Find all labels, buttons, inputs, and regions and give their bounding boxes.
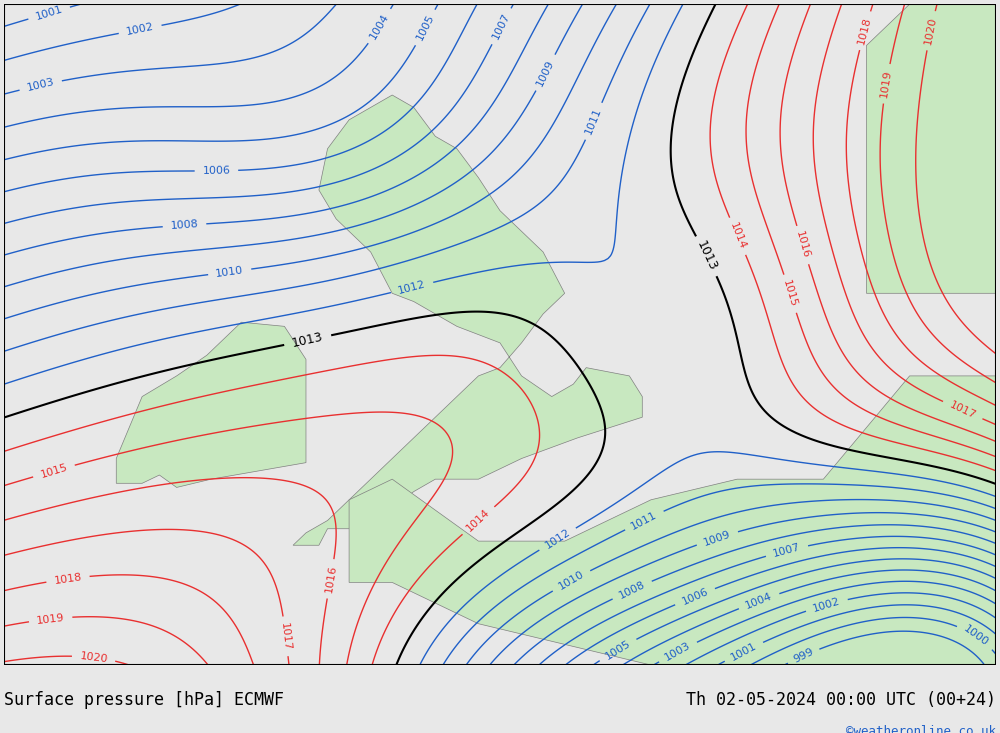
Text: Surface pressure [hPa] ECMWF: Surface pressure [hPa] ECMWF xyxy=(4,691,284,710)
Polygon shape xyxy=(866,4,996,293)
Text: 1016: 1016 xyxy=(794,230,811,260)
Text: 1014: 1014 xyxy=(465,507,492,534)
Text: 1019: 1019 xyxy=(879,69,893,98)
Text: 1019: 1019 xyxy=(36,612,65,625)
Text: 1005: 1005 xyxy=(415,12,436,43)
Text: 1011: 1011 xyxy=(630,509,659,531)
Text: 1010: 1010 xyxy=(215,265,244,279)
Text: 1020: 1020 xyxy=(79,651,108,664)
Text: 1014: 1014 xyxy=(728,221,747,251)
Text: 1004: 1004 xyxy=(368,12,391,41)
Text: 1008: 1008 xyxy=(170,219,199,231)
Text: 1008: 1008 xyxy=(617,579,647,600)
Text: 1018: 1018 xyxy=(53,572,83,586)
Text: 1006: 1006 xyxy=(202,166,231,176)
Text: 1010: 1010 xyxy=(557,570,586,592)
Polygon shape xyxy=(116,323,306,487)
Text: 1002: 1002 xyxy=(125,21,155,37)
Text: 999: 999 xyxy=(792,647,815,665)
Text: 1007: 1007 xyxy=(772,542,802,559)
Text: 1005: 1005 xyxy=(603,638,632,661)
Text: 1000: 1000 xyxy=(962,624,990,649)
Text: 1009: 1009 xyxy=(535,58,556,87)
Bar xyxy=(4,4,996,665)
Polygon shape xyxy=(349,376,996,665)
Text: 1015: 1015 xyxy=(781,279,799,309)
Text: 1013: 1013 xyxy=(291,331,325,350)
Text: 1012: 1012 xyxy=(543,527,572,551)
Text: 1020: 1020 xyxy=(923,16,938,45)
Text: Th 02-05-2024 00:00 UTC (00+24): Th 02-05-2024 00:00 UTC (00+24) xyxy=(686,691,996,710)
Text: 1018: 1018 xyxy=(856,16,873,45)
Text: 1012: 1012 xyxy=(397,279,427,296)
Text: 1011: 1011 xyxy=(584,106,604,136)
Text: 1015: 1015 xyxy=(39,462,69,480)
Text: 1017: 1017 xyxy=(948,399,978,421)
Text: 1004: 1004 xyxy=(744,591,774,611)
Text: 1003: 1003 xyxy=(663,641,692,663)
Text: 1007: 1007 xyxy=(491,12,512,41)
Text: 1001: 1001 xyxy=(34,4,64,22)
Polygon shape xyxy=(293,95,642,545)
Text: 1006: 1006 xyxy=(680,586,710,607)
Text: 1013: 1013 xyxy=(694,239,719,273)
Text: 1003: 1003 xyxy=(26,77,55,93)
Text: 1002: 1002 xyxy=(812,596,842,614)
Text: 1016: 1016 xyxy=(324,564,338,594)
Text: 1017: 1017 xyxy=(279,622,292,651)
Text: ©weatheronline.co.uk: ©weatheronline.co.uk xyxy=(846,724,996,733)
Text: 1009: 1009 xyxy=(702,528,732,548)
Text: 1001: 1001 xyxy=(729,641,758,663)
